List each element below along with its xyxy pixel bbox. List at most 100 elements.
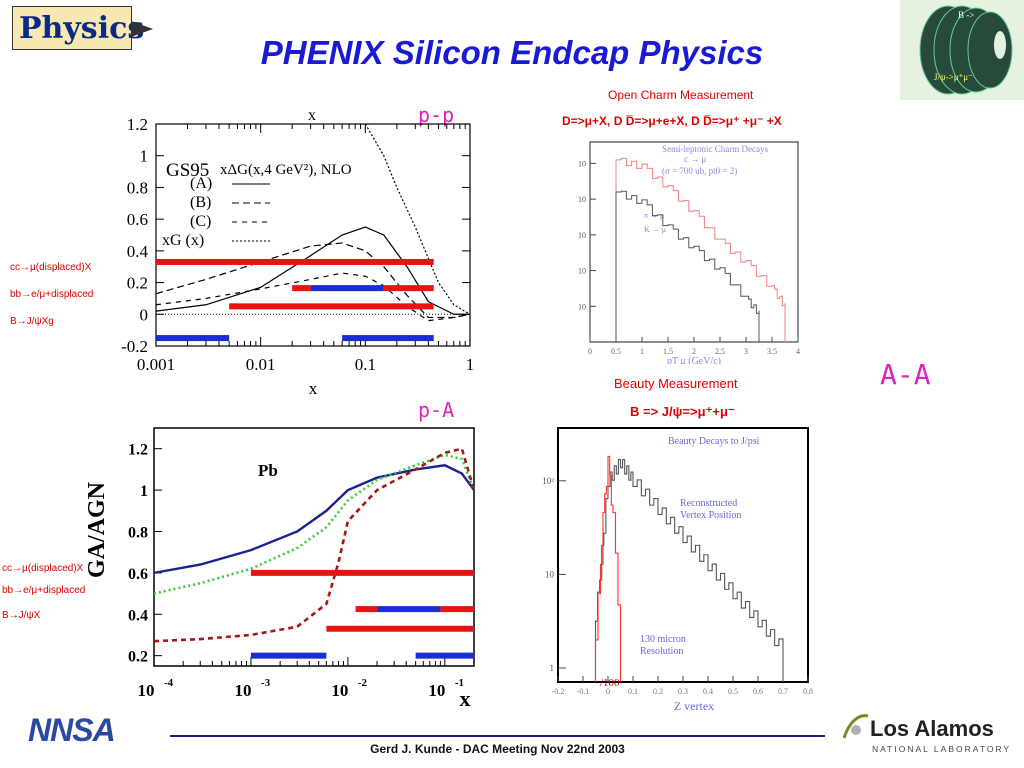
detector-image: B -> J/ψ->μ⁺μ⁻ <box>900 0 1024 100</box>
open-charm-decays: D=>μ+X, D D̅=>μ+e+X, D D̅=>μ⁺ +μ⁻ +X <box>562 114 782 128</box>
coverage-bar <box>355 606 378 613</box>
x-tick-label: 0.01 <box>246 355 276 374</box>
detector-label-jpsi: J/ψ->μ⁺μ⁻ <box>934 72 973 82</box>
coverage-bar <box>440 606 474 613</box>
y-tick-label: 0.6 <box>128 566 148 583</box>
x-tick-label: 0.3 <box>678 687 688 696</box>
footer-divider <box>170 735 825 737</box>
legend-jpsi-top: B→J/ψXg <box>10 316 54 327</box>
coverage-bar <box>156 335 230 342</box>
x-tick-label: 0.8 <box>803 687 813 696</box>
y-tick-label: 10 <box>578 231 586 240</box>
x-tick-label: 10 <box>428 681 445 700</box>
beauty-title: Beauty Decays to J/psi <box>668 436 760 447</box>
y-tick-label: 0.8 <box>128 524 148 541</box>
series-line <box>364 123 471 315</box>
y-tick-label: 10 <box>578 159 586 168</box>
y-tick-label: 1.2 <box>128 442 148 459</box>
x-tick-label: 0.4 <box>703 687 713 696</box>
detector-graphic: B -> J/ψ->μ⁺μ⁻ <box>900 0 1024 100</box>
legend-entry: (C) <box>190 213 211 230</box>
x-axis-label: Z vertex <box>674 699 714 713</box>
x-tick-label: 10 <box>138 681 155 700</box>
page-title: PHENIX Silicon Endcap Physics <box>260 34 764 71</box>
physics-logo-text: Physics <box>19 11 145 46</box>
x-tick-label: 3.5 <box>767 347 777 356</box>
coverage-bar <box>326 625 474 632</box>
series-line <box>155 242 471 319</box>
label-aa: A-A <box>880 358 931 391</box>
x-tick-label: 0 <box>588 347 592 356</box>
x-tick-label: -0.1 <box>577 687 590 696</box>
x-tick-label: 0.5 <box>728 687 738 696</box>
legend-entry: (B) <box>190 194 211 211</box>
y-tick-label: 1.2 <box>127 115 148 134</box>
x-tick-label: 0.001 <box>137 355 175 374</box>
histogram-line <box>594 459 784 682</box>
gs95-frame <box>155 123 471 347</box>
legend-bottom-top: bb→e/μ+displaced <box>10 289 94 300</box>
lanl-subtitle: NATIONAL LABORATORY <box>872 744 1012 754</box>
charm-title: Semi-leptonic Charm Decays <box>662 144 768 154</box>
pb-shadowing-chart: 0.2 0.4 0.6 0.8 1 1.2 10 -4 10 -3 10 -2 10 -1x GA/AGN P… <box>84 427 476 710</box>
x-tick-label: 2 <box>692 347 696 356</box>
x-tick-label: 10 <box>234 681 251 700</box>
charm-histogram: 10 10 10 10 10 0 0.5 1 1.5 2 2.5 3 3.5 4 pT μ (GeV/c) S… <box>578 141 800 364</box>
legend-charm-top: cc→μ(displaced)X <box>10 262 92 273</box>
gs95-title: xΔG(x,4 GeV²), NLO <box>220 162 352 178</box>
histogram-line <box>615 190 760 342</box>
y-tick-label: 1 <box>550 663 555 673</box>
legend-bottom-bottom: bb→e/μ+displaced <box>2 585 86 596</box>
footer-text: Gerd J. Kunde - DAC Meeting Nov 22nd 200… <box>370 742 625 756</box>
label-pp: p-p <box>418 103 455 127</box>
gs95-annotation: GS95 <box>166 160 209 181</box>
x-tick-label: 0.7 <box>778 687 788 696</box>
x-tick-label: 0.1 <box>355 355 376 374</box>
legend-charm-bottom: cc→μ(displaced)X <box>2 563 84 574</box>
x-tick-exponent: -3 <box>261 677 271 689</box>
y-tick-label: 0.6 <box>127 210 148 229</box>
y-tick-label: 10 <box>578 302 586 311</box>
coverage-bar <box>156 258 434 265</box>
x-tick-label: 0.2 <box>653 687 663 696</box>
x-axis-label: x <box>460 686 471 710</box>
x-tick-label: 1.5 <box>663 347 673 356</box>
x-tick-label: 0.1 <box>628 687 638 696</box>
series-line <box>155 272 471 322</box>
y-axis-label: GA/AGN <box>84 481 110 578</box>
detector-label-b: B -> <box>958 10 974 20</box>
series-line <box>153 453 476 595</box>
gs95-chart: -0.2 0 0.2 0.4 0.6 0.8 1 1.2 0.001 0.01 0.1 1 x x GS95… <box>121 107 475 398</box>
open-charm-title: Open Charm Measurement <box>608 88 754 102</box>
histogram-line <box>594 455 622 682</box>
physics-logo: Physics <box>12 6 153 50</box>
y-tick-label: 10² <box>542 476 554 486</box>
legend-entry: (A) <box>190 175 212 192</box>
x-tick-exponent: -4 <box>164 677 174 689</box>
legend-jpsi-bottom: B→J/ψX <box>2 610 41 621</box>
y-tick-label: 10 <box>578 195 586 204</box>
x-axis-label-top: x <box>308 107 316 124</box>
lanl-swoosh-icon <box>842 714 869 739</box>
y-tick-label: 1 <box>140 147 149 166</box>
y-tick-label: 10 <box>578 267 586 276</box>
coverage-bar <box>250 652 327 659</box>
x-axis-label: pT μ (GeV/c) <box>667 356 721 364</box>
arrow-icon <box>131 21 153 37</box>
lanl-logo: Los Alamos <box>870 716 994 741</box>
x-tick-exponent: -2 <box>358 677 368 689</box>
beauty-annotation: 130 micron <box>640 634 686 645</box>
coverage-bar <box>292 285 311 292</box>
x-tick-label: 1 <box>466 355 475 374</box>
beauty-annotation: Resolution <box>640 646 683 657</box>
x-axis-label: x <box>309 379 318 398</box>
y-tick-label: 0.8 <box>127 178 148 197</box>
y-tick-label: 0.4 <box>128 607 148 624</box>
x-tick-label: 3 <box>744 347 748 356</box>
charm-annotation: (σ = 700 ub, pt0 = 2) <box>662 166 737 176</box>
coverage-bar <box>342 335 434 342</box>
beauty-decay: B => J/ψ=>μ⁺+μ⁻ <box>630 404 735 419</box>
y-tick-label: 0 <box>140 305 149 324</box>
y-tick-label: 0.4 <box>127 242 149 261</box>
beauty-annotation: Vertex Position <box>680 510 741 521</box>
